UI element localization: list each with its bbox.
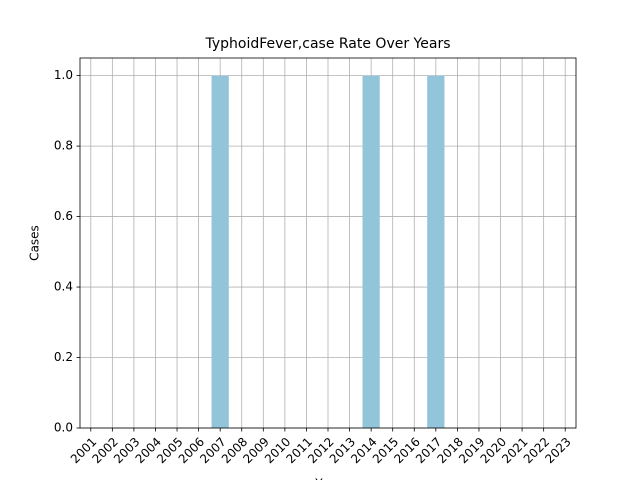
y-tick-label: 1.0 (54, 68, 73, 82)
y-tick-label: 0.6 (54, 209, 73, 223)
y-tick-label: 0.0 (54, 421, 73, 435)
plot-frame (79, 57, 577, 429)
y-tick-label: 0.4 (54, 280, 73, 294)
y-axis-label: Cases (28, 225, 42, 261)
bar (362, 75, 380, 428)
chart-title: TyphoidFever,case Rate Over Years (204, 36, 450, 52)
bar (427, 75, 445, 428)
bar (211, 75, 229, 428)
y-tick-label: 0.2 (54, 350, 73, 364)
y-tick-label: 0.8 (54, 139, 73, 153)
x-axis-label: Year (314, 477, 340, 480)
